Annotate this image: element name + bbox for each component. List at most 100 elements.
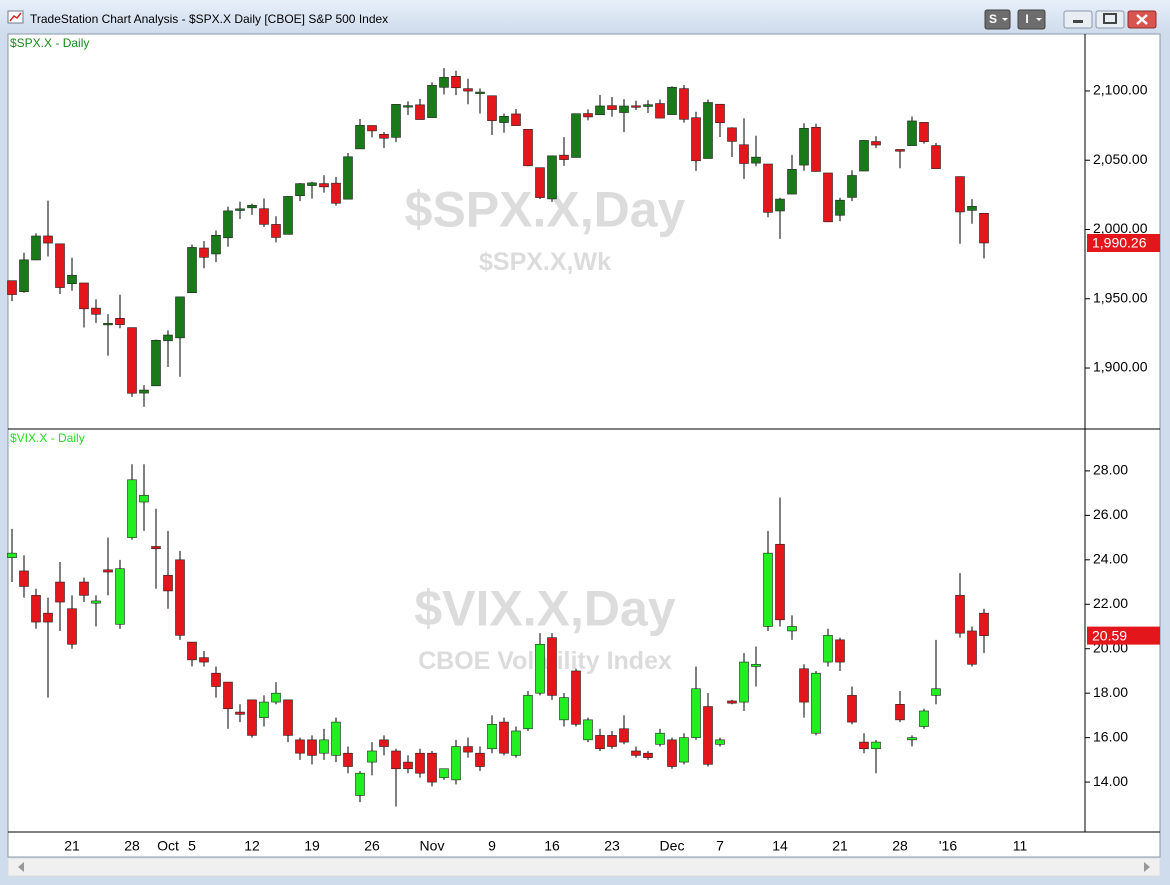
candle-body: [763, 163, 773, 213]
candle-body: [223, 681, 233, 710]
candle-body: [343, 752, 353, 767]
button-label[interactable]: I: [1025, 12, 1028, 26]
candle-body: [631, 750, 641, 756]
candle-body: [427, 752, 437, 783]
y-tick-label: 18.00: [1093, 684, 1128, 700]
candle-body: [235, 711, 245, 715]
watermark-subtitle: CBOE Volatility Index: [418, 647, 672, 675]
candle-body: [715, 103, 725, 124]
candle-body: [451, 746, 461, 781]
candle-body: [979, 612, 989, 636]
candle-body: [79, 282, 89, 310]
candle-body: [187, 641, 197, 661]
candle-body: [523, 129, 533, 167]
candle-body: [331, 182, 341, 204]
candle-body: [247, 699, 257, 736]
toolbar-button[interactable]: S: [984, 9, 1011, 30]
candle-body: [787, 626, 797, 632]
candle-body: [679, 88, 689, 120]
candle-body: [307, 182, 317, 186]
candle-body: [895, 149, 905, 152]
x-tick-label: 14: [772, 838, 788, 854]
candle-body: [655, 103, 665, 119]
candle-body: [403, 761, 413, 770]
maximize-button[interactable]: [1095, 10, 1125, 29]
candle-body: [571, 670, 581, 725]
candle-body: [595, 735, 605, 750]
candle-body: [775, 198, 785, 212]
candle-body: [835, 639, 845, 663]
candle-body: [595, 105, 605, 116]
candle-body: [691, 117, 701, 162]
candle-body: [751, 156, 761, 164]
candle-body: [655, 732, 665, 745]
x-tick-label: 9: [488, 838, 496, 854]
candle-body: [211, 672, 221, 687]
candle-body: [727, 127, 737, 142]
candle-body: [151, 546, 161, 549]
candle-body: [451, 75, 461, 89]
candle-body: [403, 105, 413, 108]
toolbar-button[interactable]: I: [1017, 9, 1046, 30]
x-tick-label: 12: [244, 838, 260, 854]
candle-body: [667, 739, 677, 767]
button-label[interactable]: S: [989, 12, 997, 26]
candle-body: [931, 688, 941, 696]
candle-body: [619, 728, 629, 743]
last-value-box: [1087, 626, 1160, 645]
candle-body: [919, 122, 929, 143]
y-tick-label: 28.00: [1093, 462, 1128, 478]
candle-body: [907, 120, 917, 146]
watermark: $SPX.X,Day: [405, 182, 686, 238]
candle-body: [115, 317, 125, 325]
x-tick-label: 5: [188, 838, 196, 854]
y-tick-label: 14.00: [1093, 773, 1128, 789]
candle-body: [619, 105, 629, 113]
candle-body: [127, 327, 137, 394]
candle-body: [187, 247, 197, 294]
candle-body: [19, 259, 29, 292]
candle-body: [139, 495, 149, 503]
candle-body: [343, 156, 353, 200]
candle-body: [643, 104, 653, 107]
candle-body: [7, 552, 17, 558]
x-tick-label: Dec: [660, 838, 685, 854]
candle-body: [415, 104, 425, 120]
y-tick-label: 26.00: [1093, 506, 1128, 522]
x-tick-label: 28: [124, 838, 140, 854]
candle-body: [523, 695, 533, 730]
x-tick-label: 11: [1013, 838, 1028, 854]
candle-body: [271, 692, 281, 703]
candle-body: [511, 730, 521, 756]
candle-body: [559, 154, 569, 160]
candle-body: [511, 113, 521, 126]
candle-body: [667, 87, 677, 115]
last-value-box: [1087, 233, 1160, 252]
candle-body: [247, 205, 257, 209]
x-tick-label: 23: [604, 838, 620, 854]
candle-body: [823, 635, 833, 663]
candle-body: [415, 752, 425, 774]
candle-body: [499, 721, 509, 754]
candle-body: [679, 737, 689, 763]
candle-body: [295, 183, 305, 197]
candle-body: [391, 750, 401, 770]
candle-body: [559, 697, 569, 721]
candle-body: [151, 339, 161, 387]
candle-body: [271, 224, 281, 238]
candle-body: [139, 389, 149, 394]
x-tick-label: 16: [544, 838, 560, 854]
close-button[interactable]: [1127, 10, 1157, 29]
candle-body: [739, 661, 749, 703]
candle-body: [223, 210, 233, 239]
candle-body: [319, 183, 329, 188]
candle-body: [967, 206, 977, 211]
watermark: $VIX.X,Day: [414, 581, 675, 637]
candle-body: [7, 280, 17, 295]
candle-body: [811, 672, 821, 734]
minimize-button[interactable]: [1063, 10, 1093, 29]
scrollbar[interactable]: [7, 857, 1161, 877]
candle-body: [571, 113, 581, 158]
candle-body: [871, 141, 881, 146]
candle-body: [751, 663, 761, 667]
